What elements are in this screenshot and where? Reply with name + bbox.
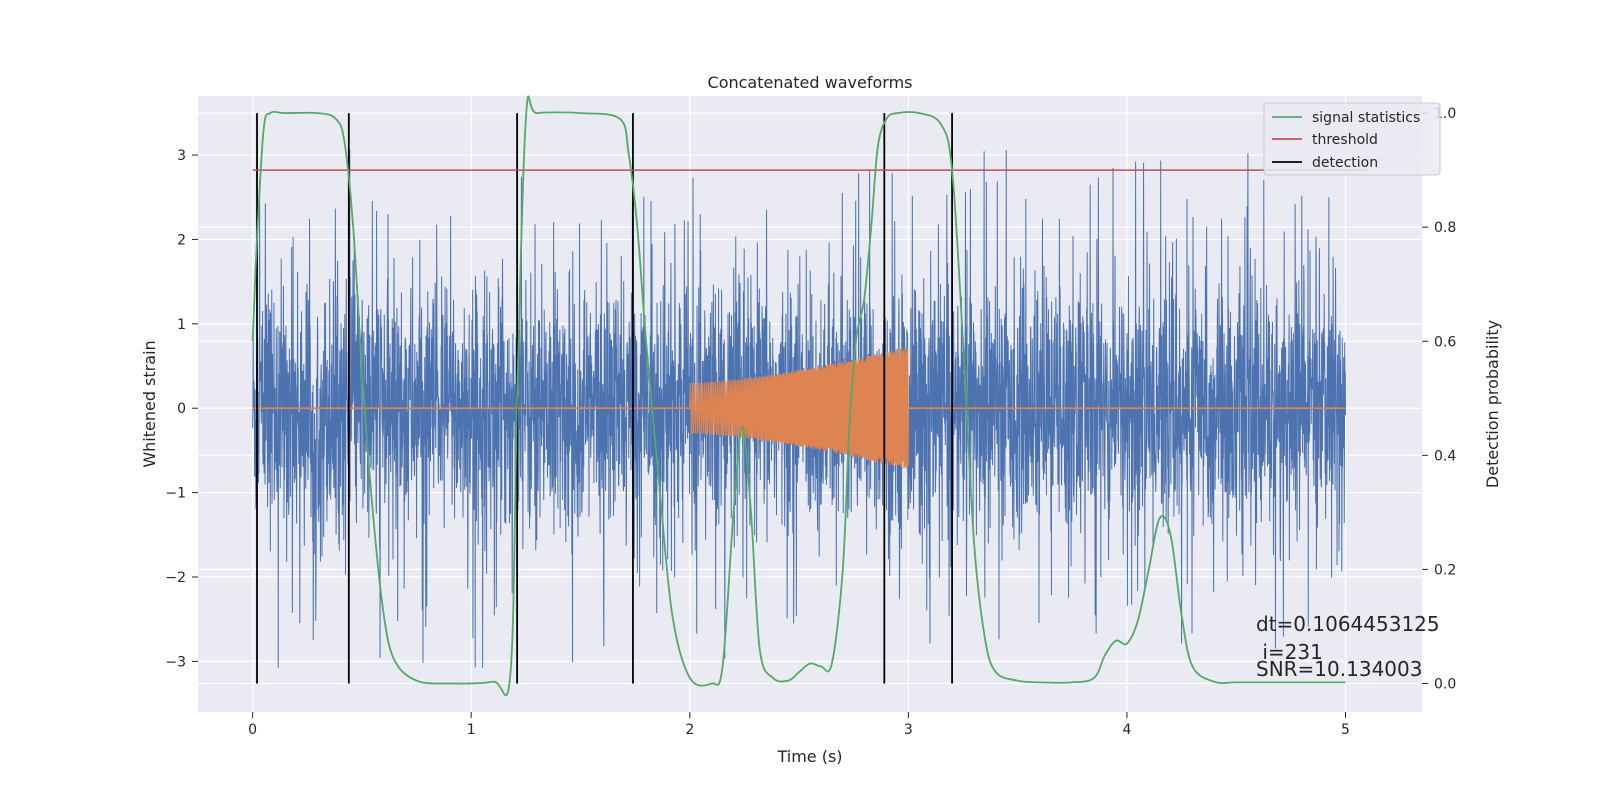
annotation-dt: dt=0.1064453125 (1256, 612, 1440, 636)
legend-label-signal-statistics: signal statistics (1312, 110, 1420, 126)
right-tick-label-4: 0.2 (1434, 562, 1456, 578)
right-axis-ticks: 1.00.80.60.40.20.0 (1422, 106, 1456, 692)
legend-box (1263, 102, 1441, 176)
x-tick-label-0: 0 (248, 722, 257, 738)
left-tick-label-3: 0 (177, 401, 186, 417)
signal-statistics-curve (251, 95, 1346, 697)
x-axis-ticks: 0 1 2 3 4 5 (248, 712, 1350, 738)
legend: signal statistics threshold detection (1263, 102, 1441, 176)
left-tick-label-5: −2 (165, 570, 186, 586)
x-tick-label-1: 1 (467, 722, 476, 738)
template-series (689, 346, 909, 470)
left-tick-label-1: 2 (177, 232, 186, 248)
right-tick-label-2: 0.6 (1434, 334, 1456, 350)
x-tick-label-3: 3 (904, 722, 913, 738)
y-axis-label: Whitened strain (140, 340, 159, 467)
annotation-snr: SNR=10.134003 (1256, 657, 1422, 681)
right-tick-label-1: 0.8 (1434, 220, 1456, 236)
left-tick-label-6: −3 (165, 654, 186, 670)
x-tick-label-4: 4 (1122, 722, 1131, 738)
left-tick-label-4: −1 (165, 486, 186, 502)
signal-statistics-series (251, 95, 1346, 697)
legend-label-detection: detection (1312, 155, 1378, 171)
y2-axis-label: Detection probability (1483, 320, 1502, 488)
right-tick-label-3: 0.4 (1434, 448, 1456, 464)
x-axis-label: Time (s) (776, 747, 842, 766)
annotation-index: i=231 (1256, 640, 1323, 664)
left-tick-label-0: 3 (177, 148, 186, 164)
left-tick-label-2: 1 (177, 317, 186, 333)
x-tick-label-5: 5 (1341, 722, 1350, 738)
right-tick-label-5: 0.0 (1434, 676, 1456, 692)
template-chirp (689, 346, 909, 470)
chart-title: Concatenated waveforms (708, 73, 913, 92)
left-axis-ticks: 3 2 1 0 −1 −2 −3 (165, 148, 198, 670)
legend-label-threshold: threshold (1312, 132, 1378, 148)
x-tick-label-2: 2 (685, 722, 694, 738)
